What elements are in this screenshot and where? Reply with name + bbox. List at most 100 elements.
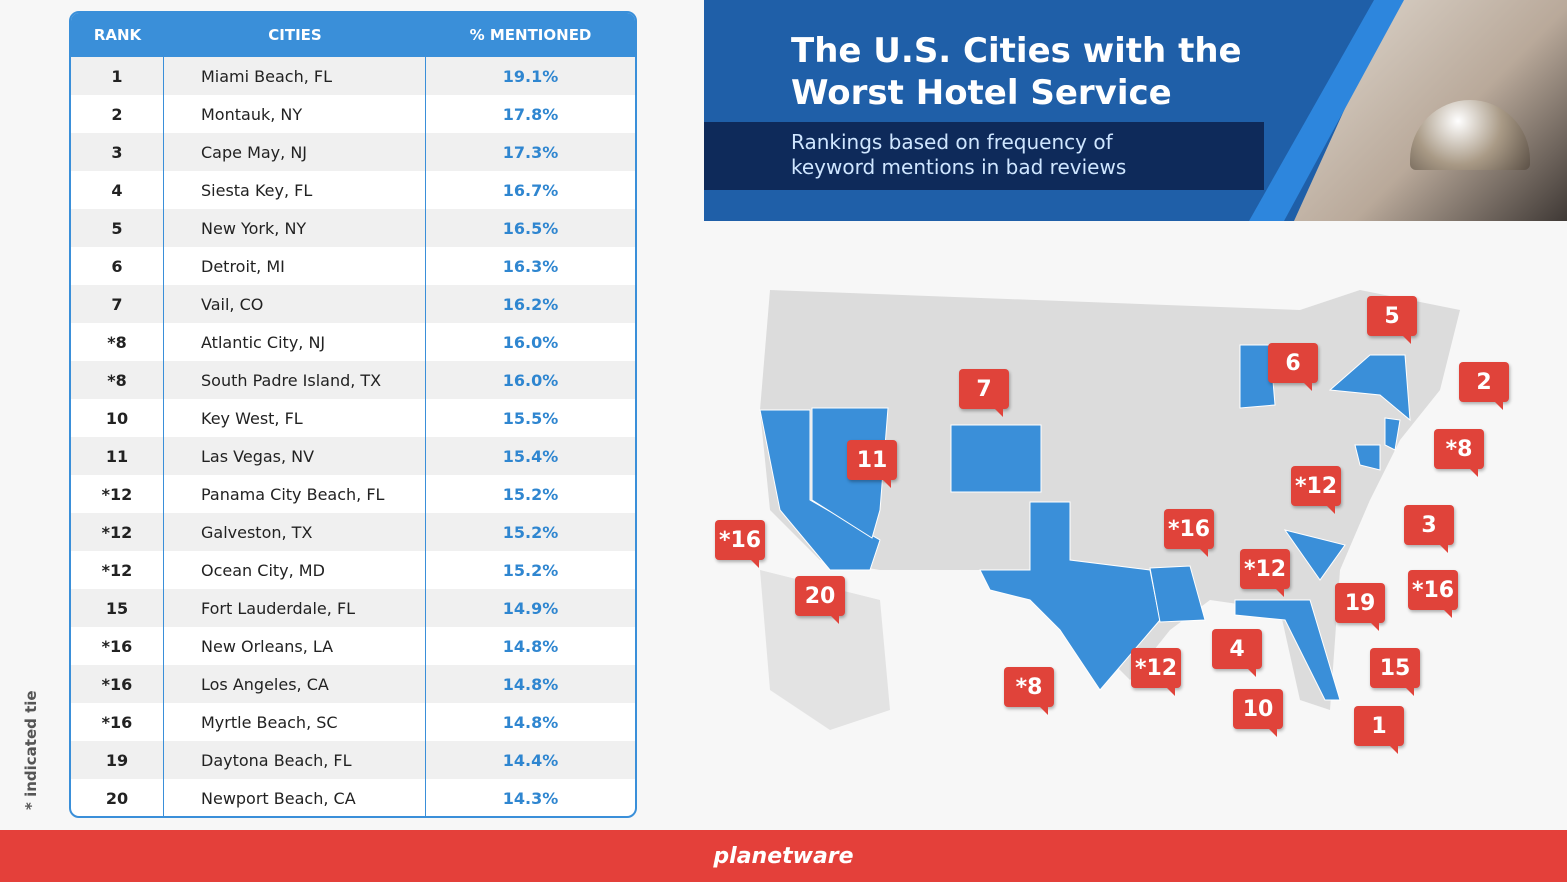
map-pin: 6 <box>1268 343 1318 391</box>
percent-cell: 16.0% <box>502 370 559 390</box>
table-row: 7 Vail, CO 16.2% <box>71 285 635 323</box>
table-row: 6 Detroit, MI 16.3% <box>71 247 635 285</box>
percent-cell: 15.2% <box>502 522 559 542</box>
city-cell: Montauk, NY <box>164 95 426 133</box>
city-cell: South Padre Island, TX <box>164 361 426 399</box>
rank-cell: 19 <box>71 741 164 779</box>
table-row: *12 Panama City Beach, FL 15.2% <box>71 475 635 513</box>
rank-cell: 4 <box>71 171 164 209</box>
state-south-carolina <box>1283 529 1346 581</box>
rank-cell: *16 <box>71 627 164 665</box>
state-florida <box>1234 599 1341 701</box>
percent-cell: 17.8% <box>502 104 559 124</box>
percent-cell: 14.9% <box>502 598 559 618</box>
rank-cell: 6 <box>71 247 164 285</box>
state-texas <box>979 501 1161 691</box>
percent-cell: 15.4% <box>502 446 559 466</box>
map-pin: *8 <box>1434 429 1484 477</box>
rank-cell: *12 <box>71 513 164 551</box>
percent-cell: 14.4% <box>502 750 559 770</box>
state-maryland <box>1354 444 1381 471</box>
state-california <box>759 409 881 571</box>
table-row: 20 Newport Beach, CA 14.3% <box>71 779 635 816</box>
header-percent: % MENTIONED <box>469 26 592 44</box>
city-cell: Fort Lauderdale, FL <box>164 589 426 627</box>
map-pin: 4 <box>1212 629 1262 677</box>
rank-cell: 11 <box>71 437 164 475</box>
map-pin: *12 <box>1240 549 1290 597</box>
table-row: *8 Atlantic City, NJ 16.0% <box>71 323 635 361</box>
table-row: 5 New York, NY 16.5% <box>71 209 635 247</box>
percent-cell: 16.7% <box>502 180 559 200</box>
rank-cell: 20 <box>71 779 164 816</box>
table-row: *12 Galveston, TX 15.2% <box>71 513 635 551</box>
percent-cell: 16.0% <box>502 332 559 352</box>
header-cities: CITIES <box>268 26 322 44</box>
table-row: 15 Fort Lauderdale, FL 14.9% <box>71 589 635 627</box>
alaska <box>760 570 890 730</box>
rank-cell: *12 <box>71 475 164 513</box>
state-michigan <box>1239 344 1276 409</box>
table-row: *8 South Padre Island, TX 16.0% <box>71 361 635 399</box>
rank-cell: *16 <box>71 703 164 741</box>
us-map <box>759 290 1460 730</box>
table-row: 11 Las Vegas, NV 15.4% <box>71 437 635 475</box>
city-cell: Panama City Beach, FL <box>164 475 426 513</box>
percent-cell: 14.8% <box>502 674 559 694</box>
map-pin: 1 <box>1354 706 1404 754</box>
page-title: The U.S. Cities with the Worst Hotel Serv… <box>791 31 1242 113</box>
map-pin: *16 <box>1164 509 1214 557</box>
city-cell: Key West, FL <box>164 399 426 437</box>
rank-cell: 7 <box>71 285 164 323</box>
map-pin: 5 <box>1367 296 1417 344</box>
map-pin: 20 <box>795 576 845 624</box>
percent-cell: 16.5% <box>502 218 559 238</box>
map-pin: *16 <box>715 520 765 568</box>
rank-cell: 1 <box>71 57 164 95</box>
map-pin: 2 <box>1459 362 1509 410</box>
tie-footnote: * indicated tie <box>22 690 40 810</box>
city-cell: New Orleans, LA <box>164 627 426 665</box>
rank-cell: *12 <box>71 551 164 589</box>
table-header: RANK CITIES % MENTIONED <box>71 13 635 57</box>
table-row: 2 Montauk, NY 17.8% <box>71 95 635 133</box>
rank-cell: 5 <box>71 209 164 247</box>
map-pin: 10 <box>1233 689 1283 737</box>
state-new-jersey <box>1384 417 1401 451</box>
table-row: 4 Siesta Key, FL 16.7% <box>71 171 635 209</box>
table-row: 10 Key West, FL 15.5% <box>71 399 635 437</box>
city-cell: Siesta Key, FL <box>164 171 426 209</box>
rank-cell: *16 <box>71 665 164 703</box>
city-cell: Newport Beach, CA <box>164 779 426 816</box>
city-cell: Detroit, MI <box>164 247 426 285</box>
map-pin: 11 <box>847 440 897 488</box>
table-row: 1 Miami Beach, FL 19.1% <box>71 57 635 95</box>
percent-cell: 16.3% <box>502 256 559 276</box>
map-pin: *16 <box>1408 570 1458 618</box>
table-row: *12 Ocean City, MD 15.2% <box>71 551 635 589</box>
map-pin: 15 <box>1370 648 1420 696</box>
city-cell: Daytona Beach, FL <box>164 741 426 779</box>
city-cell: Cape May, NJ <box>164 133 426 171</box>
city-cell: Ocean City, MD <box>164 551 426 589</box>
title-banner: The U.S. Cities with the Worst Hotel Serv… <box>704 0 1567 221</box>
state-colorado <box>950 424 1042 493</box>
map-pin: 19 <box>1335 583 1385 631</box>
percent-cell: 16.2% <box>502 294 559 314</box>
percent-cell: 15.2% <box>502 560 559 580</box>
subtitle-band <box>704 122 1264 190</box>
rank-cell: *8 <box>71 323 164 361</box>
table-row: *16 Myrtle Beach, SC 14.8% <box>71 703 635 741</box>
map-pin: 7 <box>959 369 1009 417</box>
header-rank: RANK <box>93 26 142 44</box>
planetware-logo: planetware <box>713 843 854 869</box>
subtitle: Rankings based on frequency of keyword me… <box>791 130 1127 179</box>
map-pin: *12 <box>1291 466 1341 514</box>
map-pin: *8 <box>1004 667 1054 715</box>
city-cell: Miami Beach, FL <box>164 57 426 95</box>
rankings-table: RANK CITIES % MENTIONED 1 Miami Beach, FL… <box>69 11 637 818</box>
rank-cell: 3 <box>71 133 164 171</box>
rank-cell: 15 <box>71 589 164 627</box>
city-cell: Vail, CO <box>164 285 426 323</box>
map-pin: *12 <box>1131 648 1181 696</box>
